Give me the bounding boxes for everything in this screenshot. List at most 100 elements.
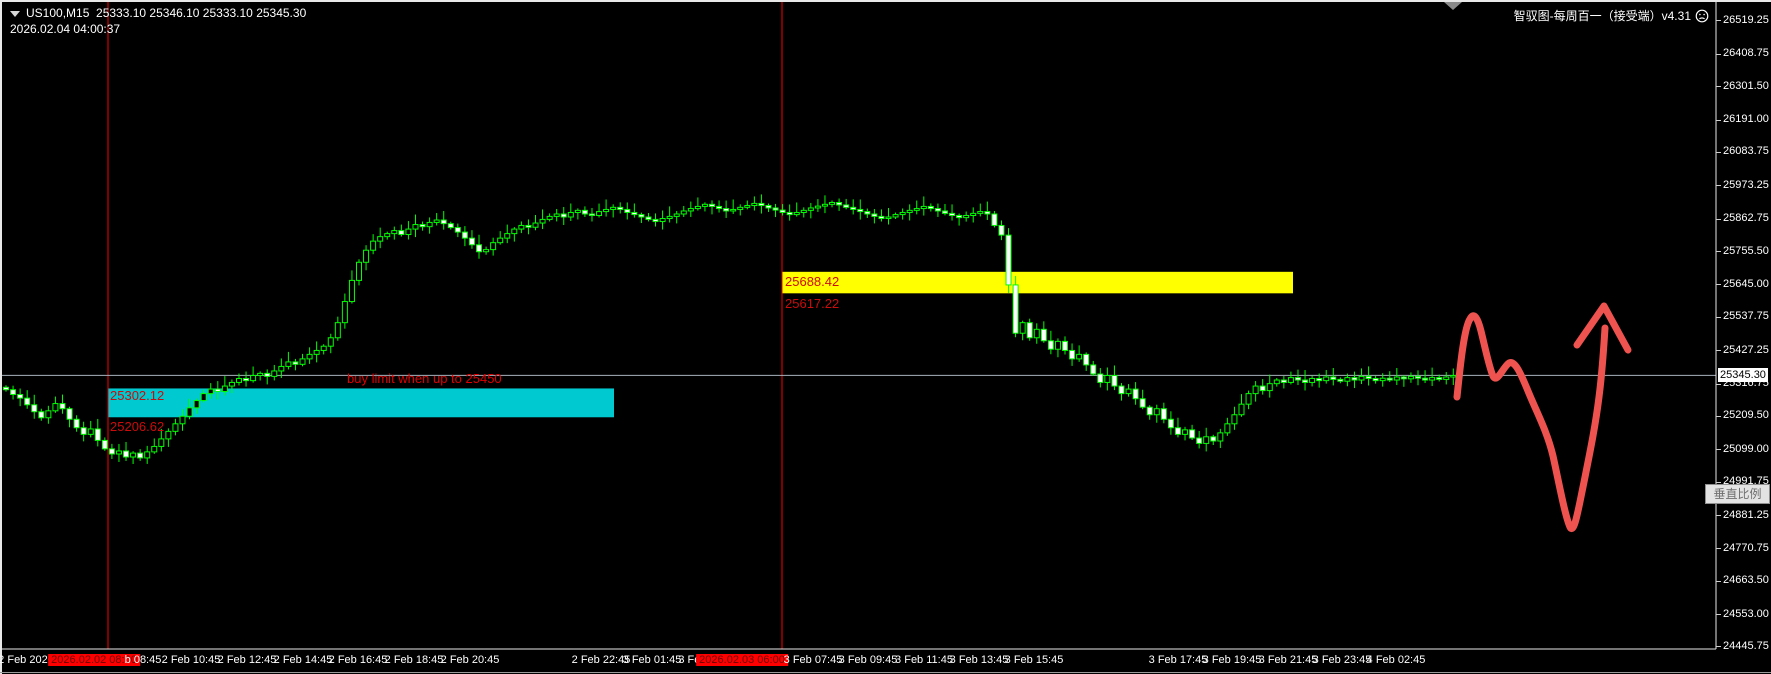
candle xyxy=(730,199,737,214)
candle xyxy=(440,211,447,230)
candle xyxy=(1125,384,1132,397)
candle xyxy=(433,213,440,226)
symbol-dropdown-icon[interactable] xyxy=(10,10,20,17)
candle xyxy=(327,333,334,354)
ea-name-text: 智驭图-每周百一（接受端）v4.31 xyxy=(1513,9,1691,23)
price-axis-label: 25537.75 xyxy=(1723,310,1769,323)
candle xyxy=(10,385,17,400)
window-border-left xyxy=(0,0,2,674)
candle xyxy=(1379,373,1386,387)
time-axis-label: 3 Feb 01:45 xyxy=(622,654,682,666)
candle xyxy=(1182,426,1189,441)
candle xyxy=(1167,411,1174,435)
candle xyxy=(906,204,913,221)
candle xyxy=(539,209,546,230)
price-axis-tick xyxy=(1716,449,1721,451)
demand-zone[interactable] xyxy=(108,388,614,418)
price-axis-tick xyxy=(1716,548,1721,550)
candle xyxy=(59,394,66,414)
candle xyxy=(814,199,821,212)
time-axis-label: 3 Feb 21:45 xyxy=(1258,654,1318,666)
candle xyxy=(567,203,574,222)
candle xyxy=(1062,336,1068,355)
candle xyxy=(631,203,638,218)
candle xyxy=(31,394,38,419)
candle xyxy=(610,204,617,218)
candle xyxy=(447,221,454,230)
price-axis-tick xyxy=(1716,316,1721,318)
candle xyxy=(1090,360,1097,376)
candle xyxy=(1443,372,1450,385)
candle xyxy=(560,206,567,226)
time-axis-label: 2 Feb 10:45 xyxy=(161,654,221,666)
candle xyxy=(264,369,271,385)
candle xyxy=(977,203,984,217)
candle xyxy=(716,200,723,213)
candle xyxy=(1280,376,1287,389)
candle xyxy=(956,213,963,226)
time-axis-label: 2 Feb 12:45 xyxy=(217,654,277,666)
price-axis-tick xyxy=(1716,481,1721,483)
candle xyxy=(1097,367,1104,388)
drawn-arrow-head[interactable] xyxy=(1573,302,1632,354)
candle xyxy=(723,200,730,218)
candle xyxy=(172,418,179,436)
candle xyxy=(1337,377,1344,384)
candle xyxy=(115,443,122,462)
window-border-bottom xyxy=(0,672,1771,673)
candle xyxy=(186,398,193,420)
candle xyxy=(772,203,779,218)
price-axis-label: 25973.25 xyxy=(1723,178,1769,191)
time-axis-label: 2 Feb 14:45 xyxy=(273,654,333,666)
price-axis-tick xyxy=(1716,350,1721,352)
candle xyxy=(285,351,292,370)
candle xyxy=(1111,365,1118,391)
candle xyxy=(426,217,433,234)
candle xyxy=(934,203,941,217)
candle xyxy=(843,198,850,210)
price-axis-label: 26083.75 xyxy=(1723,145,1769,158)
candle xyxy=(108,443,115,459)
price-axis-label: 25862.75 xyxy=(1723,212,1769,225)
drawn-arrow-body[interactable] xyxy=(1453,312,1609,533)
candle xyxy=(1422,370,1429,384)
candle xyxy=(200,389,207,403)
buy-limit-annotation[interactable]: buy limit when up to 25450 xyxy=(347,371,502,386)
supply-zone-bottom-label: 25617.22 xyxy=(785,296,840,311)
candle xyxy=(1273,378,1280,387)
candle xyxy=(1104,367,1111,391)
candle xyxy=(878,209,885,222)
time-axis-label: 3 Feb 11:45 xyxy=(895,654,953,666)
candle xyxy=(709,200,715,215)
candle xyxy=(1238,394,1245,417)
candle xyxy=(80,421,87,442)
candle xyxy=(334,316,341,341)
candle xyxy=(504,224,511,244)
candle xyxy=(1400,375,1407,387)
chart-shift-marker-icon[interactable] xyxy=(1444,2,1462,10)
candle xyxy=(1365,366,1372,386)
candle xyxy=(1351,371,1358,389)
price-axis-tick xyxy=(1716,218,1721,220)
candle xyxy=(588,207,595,222)
candle xyxy=(490,237,497,256)
candle xyxy=(624,202,631,220)
candle xyxy=(1153,404,1160,423)
candle xyxy=(1174,417,1181,438)
candle xyxy=(617,202,624,214)
candle xyxy=(468,230,475,249)
candle xyxy=(1231,406,1238,430)
supply-zone-top-label: 25688.42 xyxy=(785,274,840,289)
sad-face-icon[interactable] xyxy=(1695,9,1709,23)
current-price-badge: 25345.30 xyxy=(1718,368,1768,383)
price-axis-tick xyxy=(1716,415,1721,417)
supply-zone[interactable] xyxy=(782,271,1293,294)
window-border-top xyxy=(0,0,1771,2)
candle xyxy=(257,371,264,381)
time-axis-label: 2 Feb 18:45 xyxy=(384,654,444,666)
candle xyxy=(546,213,553,222)
candle xyxy=(1146,405,1153,420)
time-axis-label-highlighted: 2026.02.02 08:00 xyxy=(48,654,140,666)
